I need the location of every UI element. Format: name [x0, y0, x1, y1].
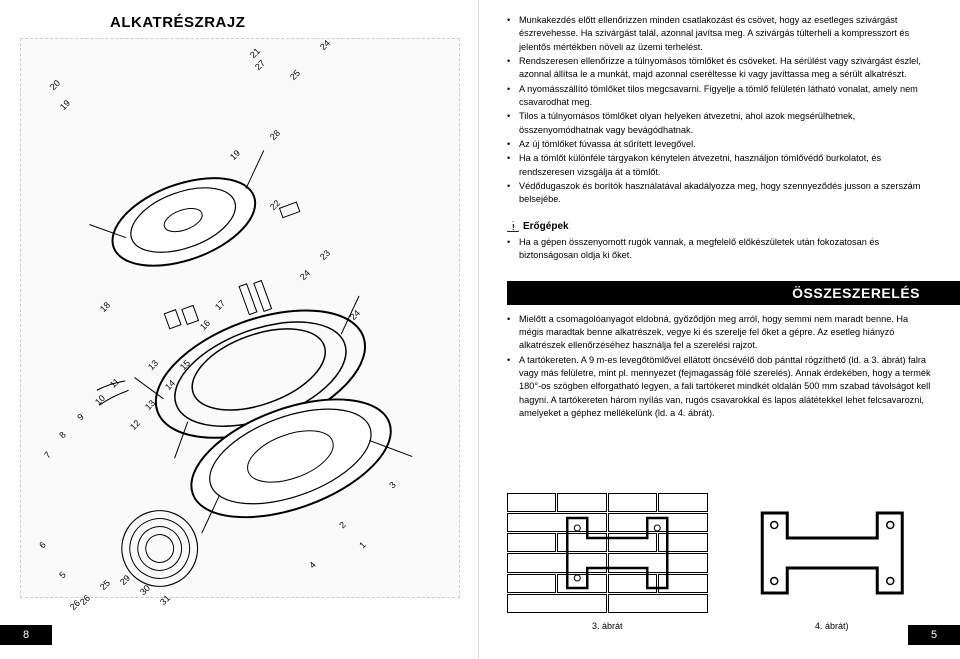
- fig3-caption: 3. ábrát: [592, 621, 623, 631]
- bracket-4-svg: [732, 493, 933, 613]
- bullet-item: Tilos a túlnyomásos tömlőket olyan helye…: [507, 110, 932, 137]
- warning-icon: [507, 221, 519, 232]
- erogepek-title: Erőgépek: [523, 221, 569, 232]
- bullet-item: Munkakezdés előtt ellenőrizzen minden cs…: [507, 14, 932, 54]
- bullet-item: Védődugaszok és borítók használatával ak…: [507, 180, 932, 207]
- left-page: ALKATRÉSZRAJZ: [0, 0, 479, 659]
- parts-drawing-title: ALKATRÉSZRAJZ: [110, 14, 245, 31]
- bullet-item: Ha a gépen összenyomott rugók vannak, a …: [507, 236, 932, 263]
- page-number-right: 5: [908, 625, 960, 645]
- bullet-item: A tartókereten. A 9 m-es levegőtömlővel …: [507, 354, 932, 421]
- exploded-diagram: [20, 38, 460, 598]
- figure-4: 4. ábrát): [732, 493, 933, 613]
- safety-list-2: Ha a gépen összenyomott rugók vannak, a …: [507, 236, 932, 263]
- assembly-section-bar: ÖSSZESZERELÉS: [507, 281, 960, 305]
- safety-list-1: Munkakezdés előtt ellenőrizzen minden cs…: [507, 14, 932, 207]
- assembly-list: Mielőtt a csomagolóanyagot eldobná, győz…: [507, 313, 932, 421]
- section-erogepek: Erőgépek: [507, 221, 932, 232]
- bracket-3-svg: [507, 493, 708, 613]
- exploded-svg: [21, 38, 459, 598]
- fig4-caption: 4. ábrát): [815, 621, 849, 631]
- figure-3: 3. ábrát: [507, 493, 708, 613]
- bullet-item: Rendszeresen ellenőrizze a túlnyomásos t…: [507, 55, 932, 82]
- bullet-item: Mielőtt a csomagolóanyagot eldobná, győz…: [507, 313, 932, 353]
- bullet-item: Ha a tömlőt különféle tárgyakon kénytele…: [507, 152, 932, 179]
- bullet-item: A nyomásszállító tömlőket tilos megcsava…: [507, 83, 932, 110]
- right-page: Munkakezdés előtt ellenőrizzen minden cs…: [479, 0, 960, 659]
- bullet-item: Az új tömlőket fúvassa át sűrített leveg…: [507, 138, 932, 151]
- page-number-left: 8: [0, 625, 52, 645]
- assembly-figures: 3. ábrát 4. ábrát): [507, 493, 932, 613]
